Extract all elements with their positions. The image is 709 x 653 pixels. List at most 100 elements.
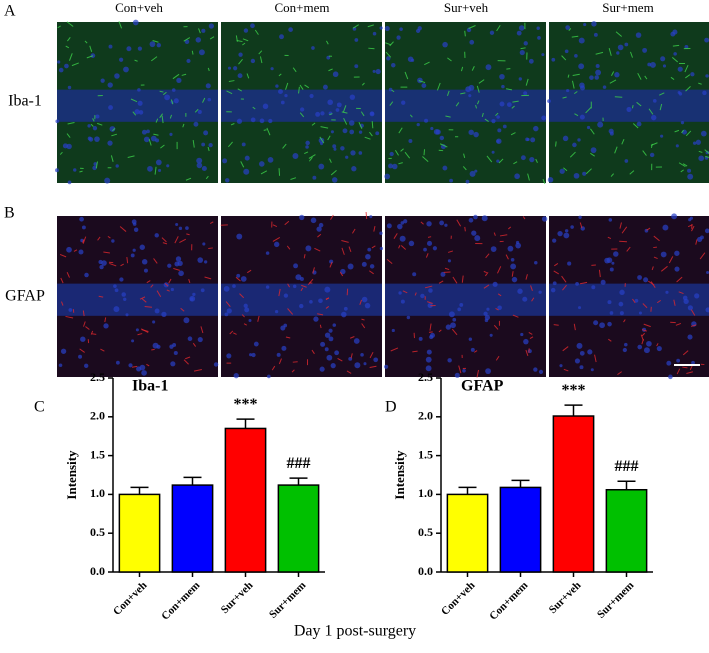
nucleus [594, 75, 599, 80]
nucleus [600, 279, 606, 285]
nucleus [78, 354, 83, 359]
nucleus [173, 350, 178, 356]
cell-process [385, 51, 392, 58]
cell-process [360, 111, 365, 117]
cell-process [682, 163, 688, 167]
nucleus [375, 131, 380, 136]
cell-process [390, 347, 399, 352]
cell-process [563, 167, 568, 172]
nucleus [186, 58, 191, 64]
nucleus [459, 303, 464, 307]
nucleus [541, 53, 545, 57]
nucleus [582, 171, 587, 176]
nucleus [361, 296, 368, 303]
panel-label: A [4, 3, 16, 20]
nucleus [87, 124, 91, 128]
cell-process [361, 323, 366, 329]
cell-process [468, 25, 476, 29]
cell-process [319, 324, 322, 329]
nucleus [450, 322, 456, 329]
nucleus [704, 228, 709, 234]
nucleus [572, 142, 577, 148]
nucleus [249, 353, 253, 357]
cell-process [329, 158, 332, 163]
nucleus [574, 358, 581, 364]
cell-process [621, 226, 628, 234]
nucleus [607, 321, 612, 327]
nucleus [579, 114, 585, 120]
cell-process [404, 151, 411, 159]
nucleus [637, 275, 642, 280]
nucleus [392, 163, 398, 170]
cell-process [349, 336, 355, 339]
nucleus [704, 37, 709, 43]
bar [499, 486, 542, 573]
cell-process [423, 149, 426, 156]
cell-process [238, 59, 243, 65]
nucleus [57, 60, 61, 64]
cell-process [67, 122, 75, 125]
cell-process [59, 253, 67, 258]
cell-process [653, 235, 660, 242]
nucleus [265, 285, 270, 289]
nucleus [529, 156, 535, 163]
nucleus [115, 360, 120, 365]
nucleus [533, 125, 539, 132]
nucleus [499, 101, 505, 107]
nucleus [236, 233, 243, 240]
nucleus [520, 332, 524, 337]
nucleus [134, 109, 140, 115]
nucleus [137, 100, 143, 106]
nucleus [650, 61, 656, 68]
cell-process [464, 30, 466, 37]
nucleus [426, 349, 432, 355]
nucleus [515, 242, 522, 249]
nucleus [526, 138, 530, 142]
nucleus [606, 257, 613, 264]
nucleus [490, 246, 497, 252]
nucleus [502, 124, 507, 129]
cell-process [499, 234, 508, 237]
nucleus [551, 57, 556, 62]
cell-process [493, 324, 499, 330]
nucleus [136, 366, 142, 372]
significance-label: *** [234, 396, 258, 413]
nucleus [692, 141, 697, 145]
cell-process [579, 281, 588, 285]
cell-process [685, 130, 692, 137]
cell-process [607, 236, 612, 239]
cell-process [510, 132, 516, 136]
nucleus [452, 317, 457, 322]
nucleus [273, 241, 280, 248]
cell-process [483, 284, 490, 289]
cell-process [542, 178, 546, 185]
nucleus [423, 247, 427, 252]
nucleus [155, 159, 162, 166]
cell-process [83, 321, 86, 327]
nucleus [250, 117, 256, 123]
nucleus [575, 281, 579, 286]
nucleus [457, 307, 462, 312]
cell-process [447, 250, 454, 253]
cell-process [137, 333, 143, 336]
cell-process [562, 346, 569, 352]
cell-process [632, 298, 636, 304]
nucleus [666, 360, 672, 366]
nucleus [698, 155, 705, 162]
cell-process [476, 369, 480, 378]
nucleus [113, 306, 120, 313]
nucleus [227, 66, 232, 70]
cell-process [525, 274, 528, 280]
nucleus [258, 161, 265, 167]
nucleus [128, 363, 133, 368]
y-axis-label: Intensity [392, 450, 407, 500]
nucleus [135, 328, 139, 332]
cell-process [317, 313, 324, 316]
cell-process [148, 138, 152, 146]
cell-process [361, 318, 365, 321]
nuclear-band [385, 283, 546, 316]
significance-label: ### [615, 458, 639, 475]
nucleus [448, 311, 455, 318]
cell-process [684, 65, 689, 73]
nucleus [564, 49, 569, 54]
